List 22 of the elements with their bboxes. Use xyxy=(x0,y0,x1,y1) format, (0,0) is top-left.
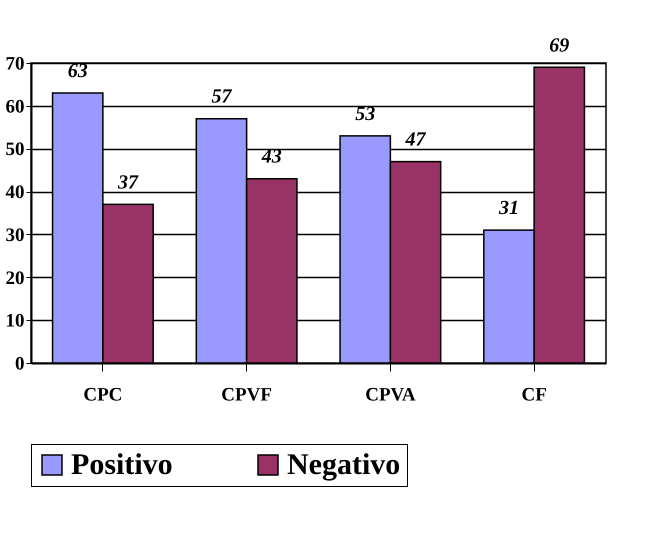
y-tick-label: 20 xyxy=(6,268,24,289)
data-label: 57 xyxy=(211,86,232,108)
y-tick-label: 10 xyxy=(6,310,24,332)
x-tick-label: CF xyxy=(521,384,547,406)
x-tick-label: CPVF xyxy=(221,384,272,406)
data-label: 69 xyxy=(549,34,570,56)
data-label: 37 xyxy=(117,171,140,194)
legend-label: Negativo xyxy=(287,448,400,481)
data-label: 43 xyxy=(260,146,282,168)
y-tick-label: 70 xyxy=(6,54,24,74)
y-tick-label: 50 xyxy=(6,139,24,160)
data-label: 47 xyxy=(404,128,427,151)
x-tick-label: CPC xyxy=(83,384,122,406)
y-tick-label: 30 xyxy=(6,224,24,246)
data-label: 63 xyxy=(68,60,88,82)
data-label: 53 xyxy=(355,102,376,125)
legend-label: Positivo xyxy=(71,448,173,481)
x-tick-label: CPVA xyxy=(365,384,416,406)
y-tick-label: 0 xyxy=(15,354,24,374)
y-tick-label: 60 xyxy=(6,96,24,118)
y-tick-label: 40 xyxy=(6,182,24,204)
data-label: 31 xyxy=(498,197,519,220)
